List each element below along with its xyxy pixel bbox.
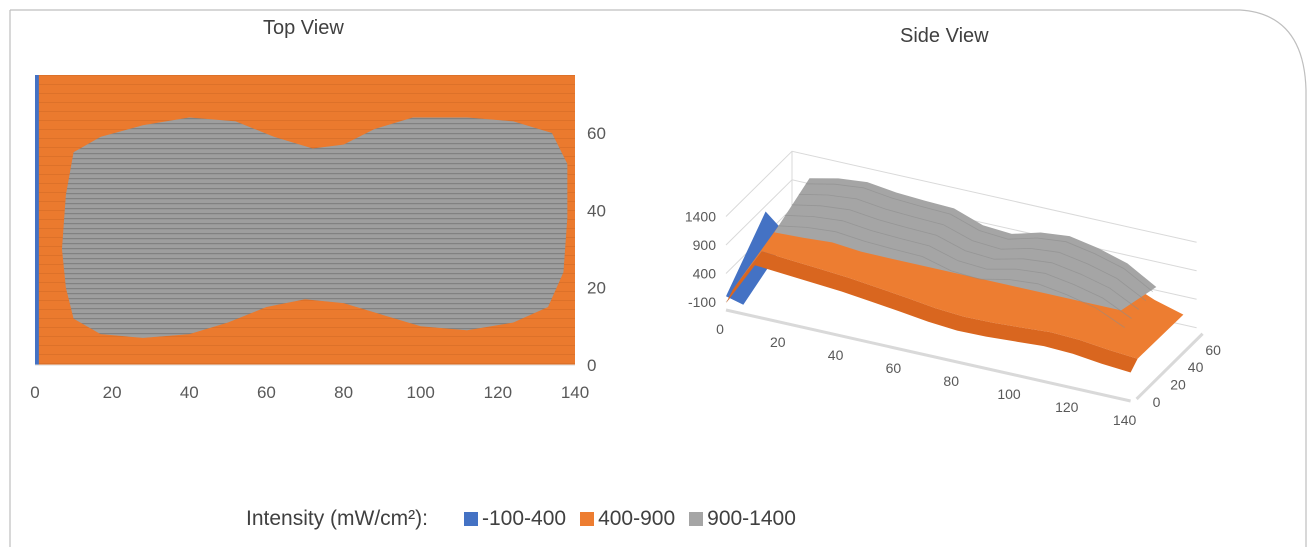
legend-item-high: 900-1400 bbox=[689, 507, 796, 531]
side-x-tick: 20 bbox=[770, 334, 786, 350]
legend-title: Intensity (mW/cm²): bbox=[246, 507, 428, 530]
high-band-tint bbox=[62, 117, 568, 338]
side-x-tick: 60 bbox=[886, 360, 902, 376]
top-y-tick: 0 bbox=[587, 356, 596, 375]
side-z-tick: -100 bbox=[688, 294, 716, 310]
legend-swatch-low bbox=[464, 512, 478, 526]
top-x-tick: 120 bbox=[484, 383, 512, 402]
side-x-tick: 0 bbox=[716, 321, 724, 337]
top-y-tick: 60 bbox=[587, 124, 606, 143]
legend-item-low: -100-400 bbox=[464, 507, 566, 531]
side-z-tick: 1400 bbox=[685, 209, 716, 225]
side-high-surface bbox=[774, 178, 1157, 311]
legend-label-mid: 400-900 bbox=[598, 507, 676, 530]
top-x-tick: 20 bbox=[103, 383, 122, 402]
top-x-tick: 140 bbox=[561, 383, 589, 402]
side-high-texture bbox=[777, 225, 1125, 328]
top-x-tick: 0 bbox=[30, 383, 39, 402]
legend-item-mid: 400-900 bbox=[580, 507, 675, 531]
side-y-tick: 40 bbox=[1188, 359, 1204, 375]
side-high-texture bbox=[805, 183, 1153, 292]
side-y-axis bbox=[1135, 332, 1204, 401]
high-band-area bbox=[62, 117, 568, 338]
legend: Intensity (mW/cm²): -100-400 400-900 900… bbox=[246, 504, 810, 534]
side-x-tick: 140 bbox=[1113, 412, 1137, 428]
side-y-tick: 20 bbox=[1170, 377, 1186, 393]
top-x-tick: 60 bbox=[257, 383, 276, 402]
side-x-tick: 120 bbox=[1055, 399, 1079, 415]
side-y-tick: 0 bbox=[1153, 394, 1161, 410]
side-view-title: Side View bbox=[900, 25, 989, 47]
side-high-texture bbox=[791, 204, 1139, 310]
legend-swatch-mid bbox=[580, 512, 595, 526]
side-high-texture bbox=[798, 193, 1146, 301]
top-view-chart: 0 20 40 60 80 100 120 140 0 20 40 60 bbox=[30, 75, 606, 402]
top-y-tick: 40 bbox=[587, 201, 606, 220]
top-y-tick: 20 bbox=[587, 279, 606, 298]
side-high-texture bbox=[784, 214, 1132, 319]
legend-label-high: 900-1400 bbox=[707, 507, 796, 530]
low-band-area bbox=[35, 75, 39, 365]
legend-label-low: -100-400 bbox=[482, 507, 567, 530]
legend-swatch-high bbox=[689, 512, 704, 526]
side-z-tick: 900 bbox=[693, 237, 717, 253]
top-view-title: Top View bbox=[263, 17, 344, 39]
side-z-tick: 400 bbox=[693, 266, 717, 282]
side-y-tick: 60 bbox=[1205, 342, 1221, 358]
top-x-tick: 40 bbox=[180, 383, 199, 402]
side-mid-front bbox=[726, 251, 1138, 373]
side-x-axis bbox=[725, 308, 1131, 403]
top-x-tick: 80 bbox=[334, 383, 353, 402]
side-x-tick: 100 bbox=[997, 386, 1021, 402]
side-x-tick: 40 bbox=[828, 347, 844, 363]
side-x-tick: 80 bbox=[943, 373, 959, 389]
top-x-tick: 100 bbox=[407, 383, 435, 402]
